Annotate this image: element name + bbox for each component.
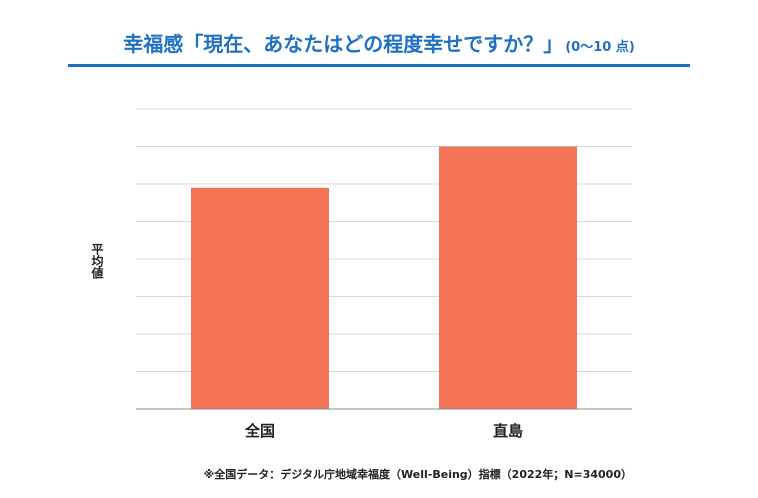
title-underline: [68, 64, 690, 67]
bar-0: [191, 187, 329, 409]
chart-title-suffix: (0〜10 点): [565, 40, 635, 55]
bar-1: [439, 146, 577, 409]
chart-title: 幸福感「現在、あなたはどの程度幸せですか？」 (0〜10 点): [0, 30, 758, 62]
source-footnote: ※全国データ：デジタル庁地域幸福度（Well-Being）指標（2022年；N=…: [203, 468, 632, 481]
chart-title-main: 幸福感「現在、あなたはどの程度幸せですか？」: [123, 32, 564, 56]
y-axis-label: 平均値: [90, 243, 104, 279]
x-tick-label: 直島: [493, 422, 523, 440]
bars: [191, 146, 577, 409]
x-tick-label: 全国: [244, 422, 275, 440]
x-tick-labels: 全国 直島: [244, 422, 523, 440]
